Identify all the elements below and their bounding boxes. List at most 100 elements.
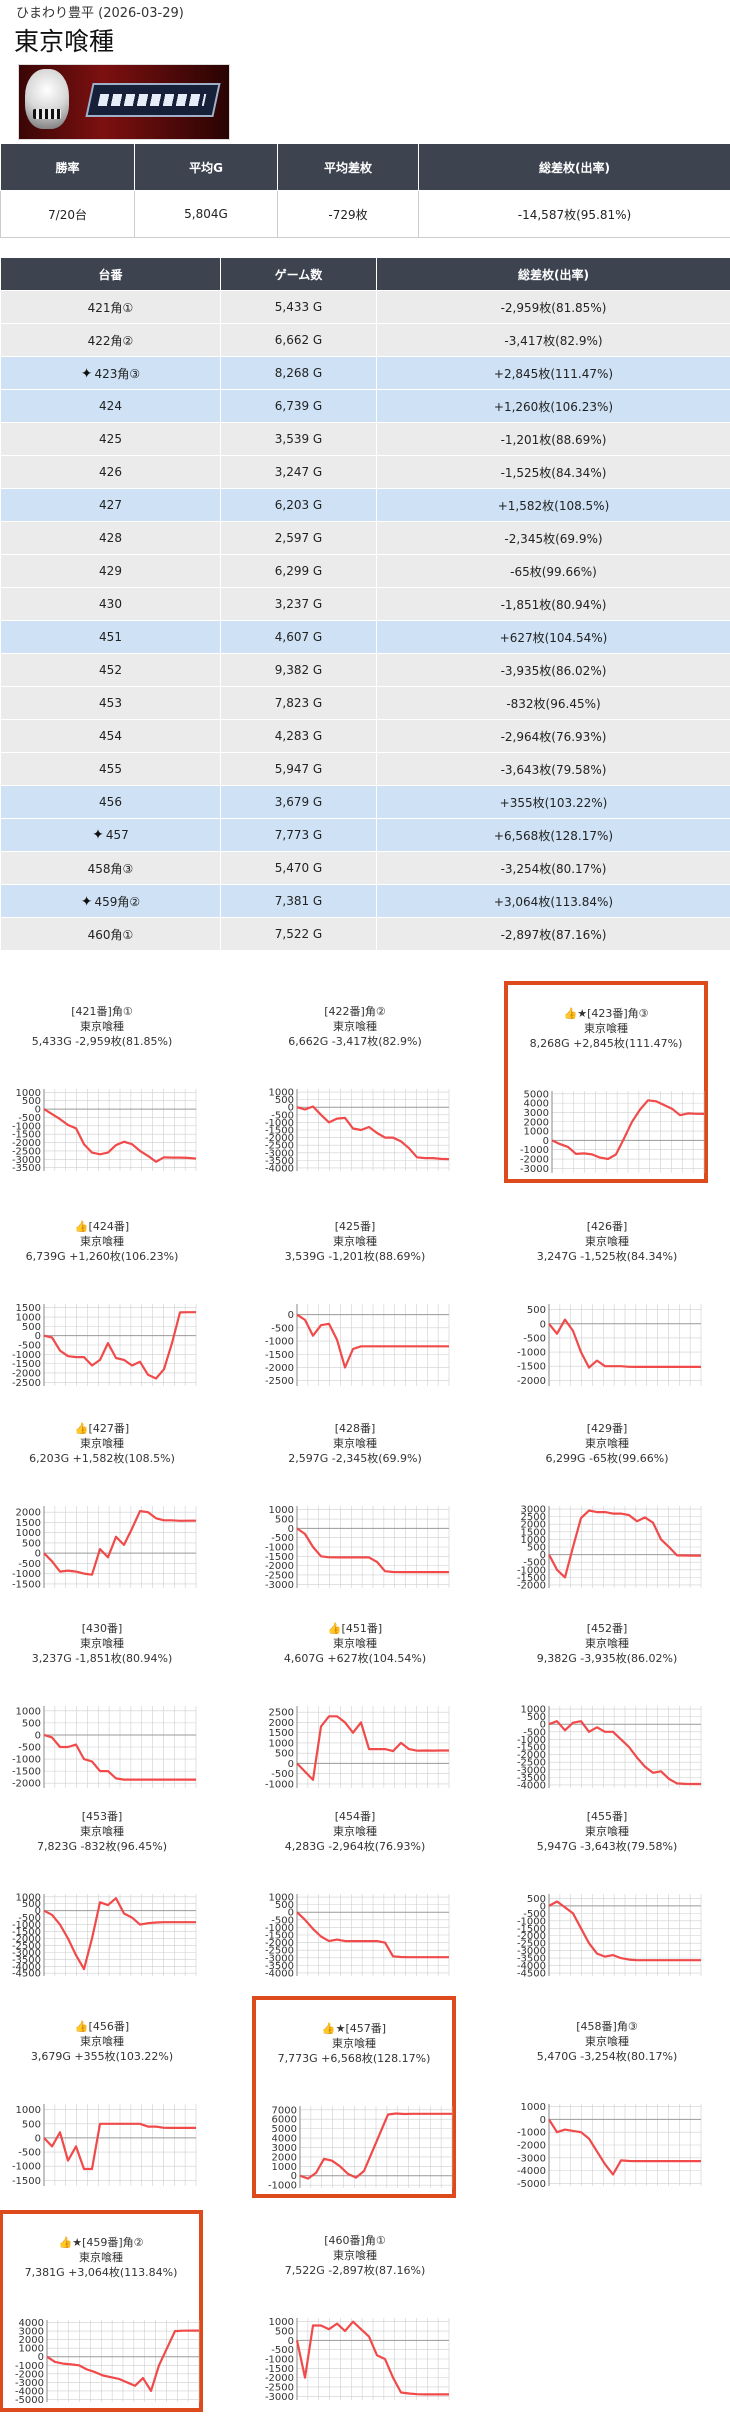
summary-header-avg-games: 平均G — [134, 143, 278, 191]
machine-chart-card[interactable]: 👍★[459番]角② 東京喰種 7,381G +3,064枚(113.84%) 400… — [0, 2210, 203, 2412]
machine-chart-card[interactable]: [426番] 東京喰種 3,247G -1,525枚(84.34%) 500 0 -500… — [505, 1198, 709, 1400]
chart-title: 👍[451番] — [253, 1620, 457, 1636]
chart-stats: 3,679G +355枚(103.22%) — [30, 2050, 174, 2063]
machine-logo-graphic — [85, 83, 221, 117]
machine-number-cell[interactable]: ✦ 459角② — [0, 884, 221, 918]
machine-number-cell[interactable]: 428 — [0, 521, 221, 555]
machine-number: 453 — [99, 696, 122, 710]
table-row[interactable]: 460角① 7,522 G -2,897枚(87.16%) — [0, 917, 730, 951]
machine-number-cell[interactable]: 451 — [0, 620, 221, 654]
table-row[interactable]: 451 4,607 G +627枚(104.54%) — [0, 620, 730, 654]
machine-chart-card[interactable]: 👍[424番] 東京喰種 6,739G +1,260枚(106.23%) 1500 10… — [0, 1198, 204, 1400]
balance-line-chart: 40003000200010000-1000-2000-3000-4000-50… — [15, 2318, 200, 2406]
machine-number-cell[interactable]: 430 — [0, 587, 221, 621]
y-tick-label: 500 — [275, 1095, 294, 1106]
y-tick-label: 1000 — [16, 1892, 41, 1903]
machine-number-cell[interactable]: 421角① — [0, 290, 221, 324]
chart-title-text: [425番] — [334, 1220, 376, 1233]
machine-chart-card[interactable]: 👍[451番] 東京喰種 4,607G +627枚(104.54%) 2500 2000… — [253, 1600, 457, 1802]
y-tick-label: -2500 — [517, 1758, 546, 1769]
y-tick-label: 1000 — [269, 1893, 294, 1904]
thumbs-up-icon: 👍 — [58, 2236, 73, 2249]
games-cell: 4,607 G — [220, 620, 377, 654]
machine-chart-card[interactable]: 👍★[457番] 東京喰種 7,773G +6,568枚(128.17%) 7000 6… — [252, 1996, 456, 2198]
machine-number-cell[interactable]: 425 — [0, 422, 221, 456]
table-row[interactable]: 455 5,947 G -3,643枚(79.58%) — [0, 752, 730, 786]
balance-series-line — [43, 2122, 196, 2171]
table-row[interactable]: ✦ 457 7,773 G +6,568枚(128.17%) — [0, 818, 730, 852]
table-row[interactable]: 421角① 5,433 G -2,959枚(81.85%) — [0, 290, 730, 324]
y-tick-label: -4000 — [265, 1163, 294, 1174]
machine-banner-image[interactable] — [18, 64, 230, 140]
table-row[interactable]: 430 3,237 G -1,851枚(80.94%) — [0, 587, 730, 621]
y-tick-label: -500 — [523, 1727, 546, 1738]
table-row[interactable]: 425 3,539 G -1,201枚(88.69%) — [0, 422, 730, 456]
machine-number-cell[interactable]: 454 — [0, 719, 221, 753]
table-row[interactable]: 458角③ 5,470 G -3,254枚(80.17%) — [0, 851, 730, 885]
machine-chart-card[interactable]: [453番] 東京喰種 7,823G -832枚(96.45%) 1000 500 0 -5… — [0, 1788, 204, 1990]
machine-chart-card[interactable]: [429番] 東京喰種 6,299G -65枚(99.66%) 3000 2500 200… — [505, 1400, 709, 1602]
machine-chart-card[interactable]: [452番] 東京喰種 9,382G -3,935枚(86.02%) 1000 500 0… — [505, 1600, 709, 1802]
table-row[interactable]: 428 2,597 G -2,345枚(69.9%) — [0, 521, 730, 555]
machine-number-cell[interactable]: 426 — [0, 455, 221, 489]
machine-number-cell[interactable]: 460角① — [0, 917, 221, 951]
table-row[interactable]: 456 3,679 G +355枚(103.22%) — [0, 785, 730, 819]
y-tick-label: 1000 — [16, 1313, 41, 1324]
machine-number-cell[interactable]: 429 — [0, 554, 221, 588]
table-row[interactable]: 454 4,283 G -2,964枚(76.93%) — [0, 719, 730, 753]
y-tick-label: -500 — [18, 1559, 41, 1570]
machine-chart-card[interactable]: [422番]角② 東京喰種 6,662G -3,417枚(82.9%) 1000 500… — [253, 983, 457, 1185]
y-tick-label: 4000 — [272, 2134, 297, 2145]
y-tick-label: -1500 — [517, 1743, 546, 1754]
machine-chart-card[interactable]: [460番]角① 東京喰種 7,522G -2,897枚(87.16%) 1000 50… — [253, 2212, 457, 2414]
table-row[interactable]: 426 3,247 G -1,525枚(84.34%) — [0, 455, 730, 489]
table-row[interactable]: ✦ 423角③ 8,268 G +2,845枚(111.47%) — [0, 356, 730, 390]
table-row[interactable]: 422角② 6,662 G -3,417枚(82.9%) — [0, 323, 730, 357]
y-tick-label: -1500 — [265, 1126, 294, 1137]
table-row[interactable]: ✦ 459角② 7,381 G +3,064枚(113.84%) — [0, 884, 730, 918]
y-tick-label: -1000 — [517, 1348, 546, 1359]
table-row[interactable]: 427 6,203 G +1,582枚(108.5%) — [0, 488, 730, 522]
y-tick-label: -1000 — [12, 1920, 41, 1931]
table-row[interactable]: 429 6,299 G -65枚(99.66%) — [0, 554, 730, 588]
machine-chart-card[interactable]: [430番] 東京喰種 3,237G -1,851枚(80.94%) 1000 500 0… — [0, 1600, 204, 1802]
machine-number-cell[interactable]: 424 — [0, 389, 221, 423]
y-tick-label: 1000 — [269, 1738, 294, 1749]
table-row[interactable]: 424 6,739 G +1,260枚(106.23%) — [0, 389, 730, 423]
y-tick-label: -2000 — [517, 2141, 546, 2152]
sparkle-icon: ✦ — [80, 893, 93, 910]
y-tick-label: 1000 — [272, 2162, 297, 2173]
machine-number-cell[interactable]: 456 — [0, 785, 221, 819]
table-row[interactable]: 453 7,823 G -832枚(96.45%) — [0, 686, 730, 720]
y-tick-label: -1500 — [265, 1552, 294, 1563]
y-tick-label: 3000 — [272, 2143, 297, 2154]
machine-chart-card[interactable]: 👍[427番] 東京喰種 6,203G +1,582枚(108.5%) 2000 150… — [0, 1400, 204, 1602]
chart-stats: 6,299G -65枚(99.66%) — [545, 1452, 669, 1465]
total-diff-cell: -2,897枚(87.16%) — [376, 917, 730, 951]
machine-number-cell[interactable]: ✦ 457 — [0, 818, 221, 852]
machine-number-cell[interactable]: 452 — [0, 653, 221, 687]
machine-chart-card[interactable]: 👍[456番] 東京喰種 3,679G +355枚(103.22%) 1000 500 0… — [0, 1998, 204, 2200]
machine-chart-card[interactable]: [455番] 東京喰種 5,947G -3,643枚(79.58%) 500 0 -500… — [505, 1788, 709, 1990]
machine-number-cell[interactable]: 455 — [0, 752, 221, 786]
machine-number-cell[interactable]: 453 — [0, 686, 221, 720]
machine-number-cell[interactable]: 458角③ — [0, 851, 221, 885]
machine-number-cell[interactable]: ✦ 423角③ — [0, 356, 221, 390]
y-tick-label: -3500 — [12, 1955, 41, 1966]
games-cell: 4,283 G — [220, 719, 377, 753]
y-tick-label: -1500 — [12, 1579, 41, 1590]
table-row[interactable]: 452 9,382 G -3,935枚(86.02%) — [0, 653, 730, 687]
y-tick-label: -1000 — [12, 1755, 41, 1766]
machine-chart-card[interactable]: [428番] 東京喰種 2,597G -2,345枚(69.9%) 1000 500 0-… — [253, 1400, 457, 1602]
machine-chart-card[interactable]: [425番] 東京喰種 3,539G -1,201枚(88.69%) 0 -500 -10… — [253, 1198, 457, 1400]
machine-chart-card[interactable]: [421番]角① 東京喰種 5,433G -2,959枚(81.85%) 1000 50… — [0, 983, 204, 1185]
total-diff-cell: -3,417枚(82.9%) — [376, 323, 730, 357]
y-tick-label: -1500 — [265, 2364, 294, 2375]
machine-number-cell[interactable]: 422角② — [0, 323, 221, 357]
machine-chart-card[interactable]: [454番] 東京喰種 4,283G -2,964枚(76.93%) 1000 500 0… — [253, 1788, 457, 1990]
machine-chart-card[interactable]: [458番]角③ 東京喰種 5,470G -3,254枚(80.17%) 1000 0 -… — [505, 1998, 709, 2200]
machine-chart-card[interactable]: 👍★[423番]角③ 東京喰種 8,268G +2,845枚(111.47%) 500… — [504, 981, 708, 1183]
machine-number-cell[interactable]: 427 — [0, 488, 221, 522]
